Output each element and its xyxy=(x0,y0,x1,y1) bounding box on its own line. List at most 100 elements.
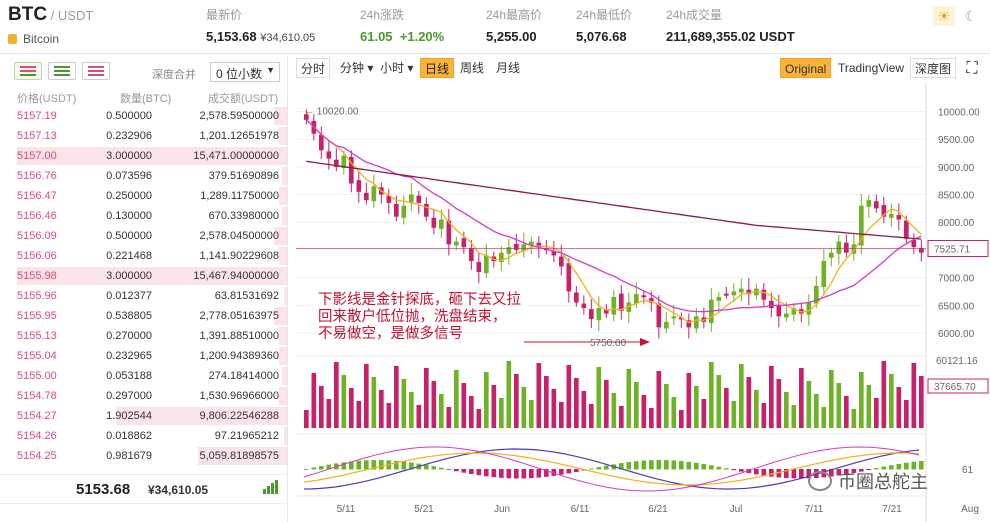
macd-bar xyxy=(686,461,692,470)
ask-row[interactable]: 5154.78 0.297000 1,530.96966000 xyxy=(0,386,287,406)
macd-bar xyxy=(754,469,759,475)
volume-bar xyxy=(319,386,324,428)
ask-row[interactable]: 5155.00 0.053188 274.18414000 xyxy=(0,366,287,386)
ask-row[interactable]: 5155.04 0.232965 1,200.94389360 xyxy=(0,346,287,366)
volume-bar xyxy=(851,409,857,428)
ask-row[interactable]: 5156.46 0.130000 670.33980000 xyxy=(0,206,287,226)
candle-body xyxy=(604,309,609,314)
bids-only-mode-button[interactable] xyxy=(48,62,76,80)
macd-bar xyxy=(476,469,482,476)
candle-body xyxy=(364,192,369,201)
ask-row[interactable]: 5156.09 0.500000 2,578.04500000 xyxy=(0,226,287,246)
depth-bar xyxy=(281,367,287,385)
ma-mid-line xyxy=(305,119,922,313)
sun-icon[interactable]: ☀ xyxy=(933,6,955,26)
macd-bar xyxy=(746,469,752,474)
ask-total: 15,467.94000000 xyxy=(193,270,279,282)
depth-bar xyxy=(281,167,287,185)
ask-row[interactable]: 5154.27 1.902544 9,806.22546288 xyxy=(0,406,287,426)
macd-bar xyxy=(904,462,909,470)
view-depth-chart-button[interactable]: 深度图 xyxy=(910,58,957,78)
candle-body xyxy=(716,296,722,301)
ask-row[interactable]: 5156.76 0.073596 379.51690896 xyxy=(0,166,287,186)
macd-bar xyxy=(446,469,452,470)
candle-body xyxy=(416,195,422,203)
ask-row[interactable]: 5157.13 0.232906 1,201.12651978 xyxy=(0,126,287,146)
candle-body xyxy=(574,292,579,303)
candle-body xyxy=(694,316,699,329)
volume-bar xyxy=(904,400,909,428)
macd-bar xyxy=(341,462,347,470)
ask-price: 5155.96 xyxy=(17,290,57,302)
candle-body xyxy=(679,317,684,320)
ask-row[interactable]: 5154.26 0.018862 97.21965212 xyxy=(0,426,287,446)
candle-body xyxy=(904,220,909,239)
ask-row[interactable]: 5155.95 0.538805 2,778.05163975 xyxy=(0,306,287,326)
view-original-button[interactable]: Original xyxy=(780,58,832,78)
macd-bar xyxy=(634,461,639,470)
fullscreen-icon[interactable]: ⛶ xyxy=(966,60,978,77)
volume-bar xyxy=(649,408,654,428)
volume-bar xyxy=(694,386,699,428)
candle-body xyxy=(371,186,377,202)
macd-bar xyxy=(649,460,654,470)
volume-bar xyxy=(386,403,392,428)
volume-bar xyxy=(799,368,804,428)
depth-bar xyxy=(273,107,287,125)
volume-bar xyxy=(536,363,542,428)
candle-body xyxy=(814,285,819,304)
ask-total: 97.21965212 xyxy=(214,430,279,442)
candle-body xyxy=(731,291,737,296)
timeframe-realtime-button[interactable]: 分时 xyxy=(296,58,331,78)
view-tradingview-button[interactable]: TradingView xyxy=(838,61,905,75)
macd-bar xyxy=(544,469,549,477)
macd-bar xyxy=(881,466,887,470)
volume-bar xyxy=(671,397,677,428)
ask-row[interactable]: 5156.06 0.221468 1,141.90229608 xyxy=(0,246,287,266)
timeframe-day-button[interactable]: 日线 xyxy=(420,58,455,78)
candle-body xyxy=(536,242,542,248)
macd-bar xyxy=(431,466,437,470)
macd-bar xyxy=(776,469,782,478)
current-price-tag xyxy=(927,239,989,257)
ask-row[interactable]: 5155.98 3.000000 15,467.94000000 xyxy=(0,266,287,286)
ask-price: 5154.78 xyxy=(17,390,57,402)
ask-row[interactable]: 5155.96 0.012377 63.81531692 xyxy=(0,286,287,306)
stat-24h-high: 24h最高价 5,255.00 xyxy=(486,8,543,44)
volume-bar xyxy=(656,371,662,428)
both-sides-mode-button[interactable] xyxy=(14,62,42,80)
volume-bar xyxy=(311,373,317,428)
volume-bar xyxy=(326,399,332,428)
moon-icon[interactable]: ☾ xyxy=(964,8,978,24)
candle-body xyxy=(836,241,842,254)
ask-row[interactable]: 5156.47 0.250000 1,289.11750000 xyxy=(0,186,287,206)
ask-price: 5155.13 xyxy=(17,330,57,342)
timeframe-month-button[interactable]: 月线 xyxy=(496,61,521,75)
timeframe-hour-button[interactable]: 小时 ▾ xyxy=(380,61,414,75)
ask-row[interactable]: 5154.25 0.981679 5,059.81898575 xyxy=(0,446,287,466)
volume-bar xyxy=(551,389,557,428)
volume-bar xyxy=(461,383,467,428)
ask-total: 63.81531692 xyxy=(214,290,279,302)
y-tick-label: 6500.00 xyxy=(938,301,975,312)
candle-body xyxy=(649,298,654,303)
macd-bar xyxy=(326,464,332,470)
timeframe-minute-button[interactable]: 分钟 ▾ xyxy=(340,61,374,75)
macd-bar xyxy=(731,469,737,471)
ask-total: 2,578.04500000 xyxy=(199,230,279,242)
arrow-icon xyxy=(640,338,650,346)
volume-bar xyxy=(349,388,354,428)
volume-bar xyxy=(364,364,369,428)
ask-row[interactable]: 5157.19 0.500000 2,578.59500000 xyxy=(0,106,287,126)
ask-row[interactable]: 5157.00 3.000000 15,471.00000000 xyxy=(0,146,287,166)
ask-row[interactable]: 5155.13 0.270000 1,391.88510000 xyxy=(0,326,287,346)
volume-bar xyxy=(716,375,722,428)
kline-chart[interactable]: 10000.009500.009000.008500.008000.007500… xyxy=(296,84,990,522)
timeframe-week-button[interactable]: 周线 xyxy=(460,61,485,75)
asks-only-mode-button[interactable] xyxy=(82,62,110,80)
candle-body xyxy=(664,321,669,329)
depth-merge-select[interactable]: 0 位小数 ▼ xyxy=(210,62,280,82)
ask-price: 5156.09 xyxy=(17,230,57,242)
volume-bar xyxy=(596,367,602,428)
macd-bar xyxy=(409,462,414,470)
